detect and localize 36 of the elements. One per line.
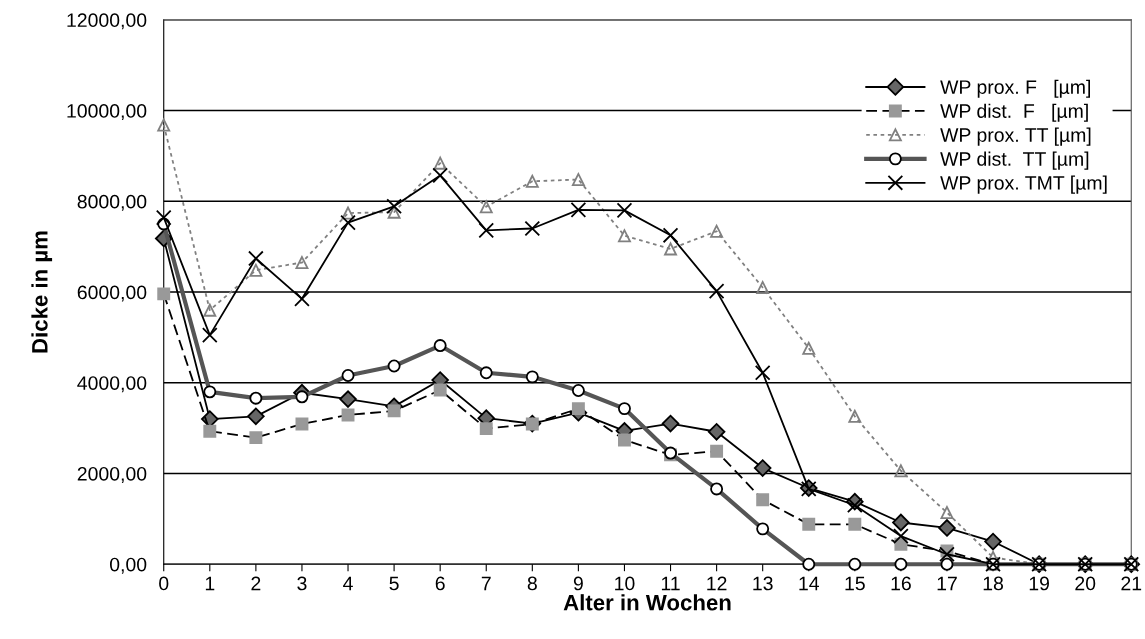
x-tick-label: 17 (937, 576, 957, 591)
y-tick-label: 4000,00 (77, 376, 147, 393)
y-tick-label: 6000,00 (77, 285, 147, 302)
legend-label: WP dist. TT [µm] (940, 151, 1089, 170)
x-tick-label: 11 (661, 576, 680, 591)
x-tick-label: 1 (205, 576, 215, 591)
x-tick-label: 21 (1121, 576, 1142, 591)
x-tick-label: 10 (615, 576, 635, 591)
y-tick-label: 12000,00 (67, 13, 147, 30)
x-tick-label: 12 (707, 576, 727, 591)
x-tick-label: 2 (251, 576, 261, 591)
x-tick-label: 15 (845, 576, 865, 591)
x-tick-label: 6 (435, 576, 445, 591)
y-axis-title: Dicke in µm (31, 231, 53, 353)
x-tick-label: 18 (983, 576, 1004, 591)
legend-label: WP prox. TMT [µm] (940, 175, 1107, 194)
y-tick-label: 8000,00 (77, 194, 147, 211)
x-tick-label: 19 (1029, 576, 1050, 591)
x-tick-label: 16 (891, 576, 911, 591)
y-tick-label: 10000,00 (67, 104, 147, 121)
x-tick-label: 8 (527, 576, 537, 591)
x-tick-label: 9 (573, 576, 583, 591)
x-tick-label: 5 (389, 576, 399, 591)
x-tick-label: 13 (753, 576, 773, 591)
x-tick-label: 0 (159, 576, 169, 591)
x-axis-title: Alter in Wochen (563, 594, 731, 611)
y-tick-label: 2000,00 (77, 466, 147, 484)
y-tick-label: 0,00 (109, 557, 147, 574)
legend-label: WP prox. TT [µm] (940, 127, 1091, 146)
legend-label: WP dist. F [µm] (940, 103, 1088, 122)
x-tick-label: 3 (297, 576, 307, 591)
legend-label: WP prox. F [µm] (940, 79, 1090, 98)
x-tick-label: 20 (1075, 576, 1096, 591)
x-tick-label: 4 (343, 576, 353, 591)
x-tick-label: 7 (481, 576, 491, 591)
x-tick-label: 14 (799, 576, 819, 591)
